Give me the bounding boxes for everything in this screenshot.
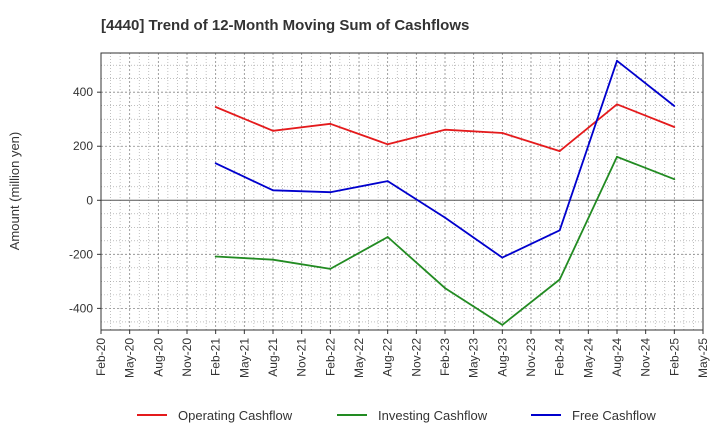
data-point-investing-cashflow xyxy=(558,278,561,281)
data-point-free-cashflow xyxy=(272,189,274,192)
x-tick-label: Aug-24 xyxy=(610,338,624,377)
chart-title: [4440] Trend of 12-Month Moving Sum of C… xyxy=(101,17,469,34)
data-point-operating-cashflow xyxy=(329,122,332,125)
x-tick-label: Nov-24 xyxy=(639,338,653,377)
x-tick-label: Feb-24 xyxy=(553,338,567,376)
plot-frame xyxy=(100,52,704,331)
x-tick-label: May-25 xyxy=(696,338,710,378)
y-tick-label: 400 xyxy=(73,85,93,99)
series-lines xyxy=(214,59,676,326)
x-tick-label: Aug-20 xyxy=(151,338,165,377)
data-point-investing-cashflow xyxy=(616,155,618,158)
data-point-investing-cashflow xyxy=(329,268,332,270)
data-point-investing-cashflow xyxy=(386,236,389,238)
data-point-operating-cashflow xyxy=(444,128,446,131)
x-tick-label: Feb-20 xyxy=(94,338,108,376)
data-point-operating-cashflow xyxy=(616,103,618,106)
x-tick-label: Feb-23 xyxy=(438,338,452,376)
axes xyxy=(100,52,704,331)
data-point-operating-cashflow xyxy=(214,106,217,108)
legend-label-operating-cashflow: Operating Cashflow xyxy=(178,408,293,423)
data-point-operating-cashflow xyxy=(558,150,561,152)
data-point-investing-cashflow xyxy=(214,255,217,258)
data-point-free-cashflow xyxy=(673,105,676,107)
x-tick-label: May-20 xyxy=(123,338,137,378)
data-point-free-cashflow xyxy=(214,162,217,165)
x-tick-label: May-23 xyxy=(467,338,481,378)
grid xyxy=(100,53,704,330)
data-point-investing-cashflow xyxy=(272,258,274,261)
data-point-operating-cashflow xyxy=(673,126,676,128)
data-point-free-cashflow xyxy=(329,191,332,194)
x-tick-label: Aug-21 xyxy=(266,338,280,377)
x-tick-label: Feb-22 xyxy=(323,338,337,376)
x-tick-label: Feb-21 xyxy=(209,338,223,376)
x-tick-label: Nov-20 xyxy=(180,338,194,377)
y-axis-label: Amount (million yen) xyxy=(7,132,22,251)
data-point-investing-cashflow xyxy=(673,178,676,181)
y-tick-label: -400 xyxy=(69,301,93,315)
series-line-operating-cashflow xyxy=(215,103,675,152)
y-tick-label: 200 xyxy=(73,139,93,153)
data-point-investing-cashflow xyxy=(501,323,504,326)
legend-label-investing-cashflow: Investing Cashflow xyxy=(378,408,488,423)
y-axis-ticks: -400 -200 0 200 400 xyxy=(69,85,101,315)
x-tick-label: May-22 xyxy=(352,338,366,378)
y-tick-label: 0 xyxy=(86,193,93,207)
data-point-investing-cashflow xyxy=(444,287,446,290)
legend: Operating Cashflow Investing Cashflow Free… xyxy=(137,408,656,423)
x-tick-label: Aug-23 xyxy=(495,338,509,377)
x-axis-ticks: Feb-20 May-20 Aug-20 Nov-20 Feb-21 May-21 Aug-… xyxy=(94,330,710,378)
data-point-operating-cashflow xyxy=(272,129,274,132)
y-tick-label: -200 xyxy=(69,247,93,261)
data-point-free-cashflow xyxy=(616,59,618,62)
legend-label-free-cashflow: Free Cashflow xyxy=(572,408,656,423)
data-point-free-cashflow xyxy=(558,229,561,232)
x-tick-label: Nov-23 xyxy=(524,338,538,377)
data-point-operating-cashflow xyxy=(501,132,504,134)
x-tick-label: Nov-21 xyxy=(295,338,309,377)
data-point-operating-cashflow xyxy=(386,143,389,146)
data-point-free-cashflow xyxy=(444,216,446,219)
data-point-free-cashflow xyxy=(386,180,389,182)
x-tick-label: May-21 xyxy=(237,338,251,378)
x-tick-label: Nov-22 xyxy=(409,338,423,377)
x-tick-label: May-24 xyxy=(581,338,595,378)
x-tick-label: Aug-22 xyxy=(381,338,395,377)
data-point-free-cashflow xyxy=(501,256,504,259)
x-tick-label: Feb-25 xyxy=(667,338,681,376)
